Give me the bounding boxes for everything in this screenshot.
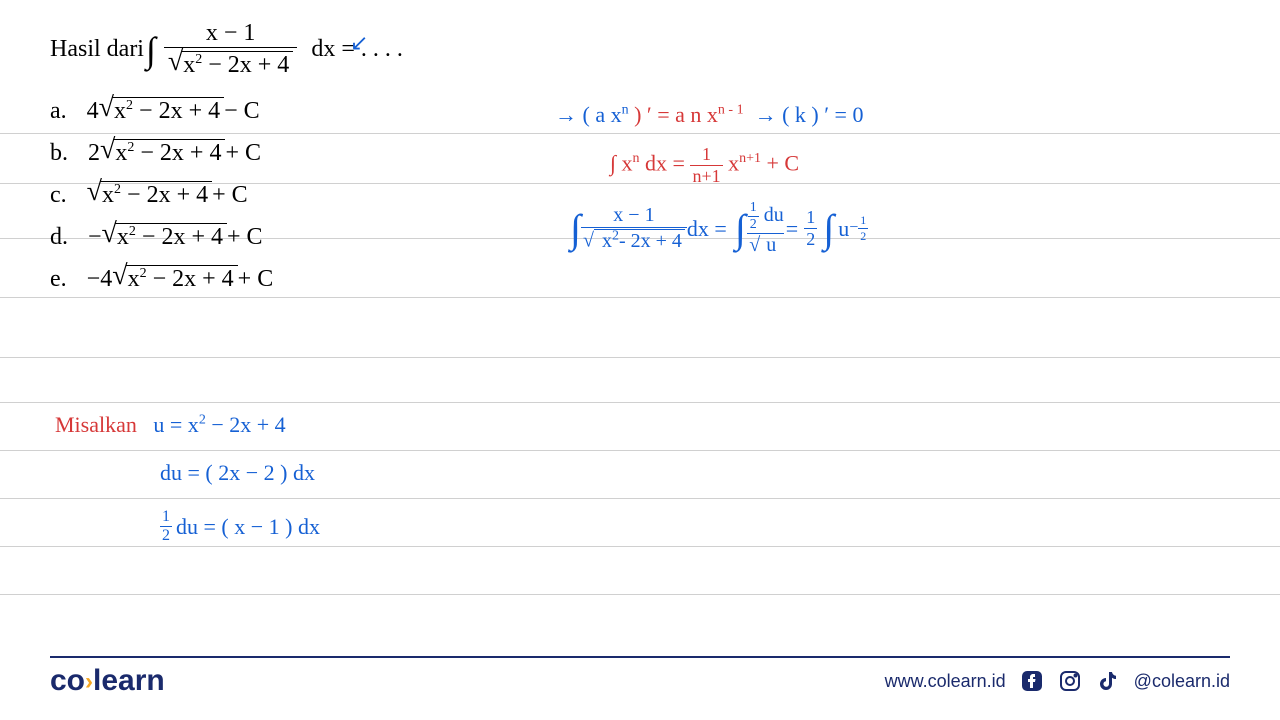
footer: co›learn www.colearn.id @colearn.id <box>50 664 1230 698</box>
hand-int-frac: 1n+1 <box>690 144 722 187</box>
notebook-rule <box>0 546 1280 547</box>
hand-solve-eq: = <box>786 216 798 242</box>
option-a-label: a. <box>50 98 67 125</box>
footer-handle: @colearn.id <box>1134 671 1230 692</box>
hand-half-du-line: 12 du = ( x − 1 ) dx <box>160 508 320 545</box>
hand-solve-lhs-num: x − 1 <box>611 204 656 227</box>
footer-divider <box>50 656 1230 658</box>
option-d-label: d. <box>50 224 68 251</box>
option-a-coef: 4 <box>87 98 99 125</box>
q-numerator: x − 1 <box>202 20 260 47</box>
logo-separator-icon: › <box>85 668 93 695</box>
hand-solve-rhs-exp: −12 <box>849 213 868 244</box>
hand-solve-mid-frac: 12 du √u <box>746 200 786 257</box>
hand-solve-lhs-den: √ x2- 2x + 4 <box>581 227 687 253</box>
notebook-rule <box>0 498 1280 499</box>
hand-power-rule-n1: n - 1 <box>718 103 744 118</box>
notebook-rule <box>0 402 1280 403</box>
integral-symbol: ∫ <box>146 29 156 71</box>
option-b-label: b. <box>50 140 68 167</box>
hand-int-2: dx = <box>645 151 685 176</box>
hand-solve-line: ∫ x − 1 √ x2- 2x + 4 dx = ∫ 12 du √u = 1… <box>570 200 868 257</box>
hand-solve-u: u <box>838 216 849 242</box>
option-a-sqrt: √ x2 − 2x + 4 <box>99 97 224 125</box>
notebook-rule <box>0 450 1280 451</box>
hand-int-3: x <box>728 151 739 176</box>
tiktok-icon <box>1096 669 1120 693</box>
hand-integral-rule: ∫ xn dx = 1n+1 xn+1 + C <box>610 144 799 187</box>
notebook-rule <box>0 594 1280 595</box>
q-denominator: √ x2 − 2x + 4 <box>164 47 297 79</box>
footer-url: www.colearn.id <box>885 671 1006 692</box>
option-b-tail: + C <box>225 140 261 167</box>
option-e-sqrt: √ x2 − 2x + 4 <box>112 265 237 293</box>
hand-solve-mid-num: 12 du <box>746 200 786 233</box>
q-sqrt: √ x2 − 2x + 4 <box>168 51 293 79</box>
hand-power-rule: → ( a xn ) ′ = a n xn - 1 → ( k ) ′ = 0 <box>555 102 863 128</box>
option-a-tail: − C <box>224 98 260 125</box>
option-d-coef: − <box>88 224 102 251</box>
hand-power-rule-2: ) ′ = a n x <box>634 102 718 127</box>
option-b-coef: 2 <box>88 140 100 167</box>
option-b-sqrt: √ x2 − 2x + 4 <box>100 139 225 167</box>
option-d-body: x2 − 2x + 4 <box>115 223 227 251</box>
option-c-tail: + C <box>212 182 248 209</box>
colearn-logo: co›learn <box>50 664 165 698</box>
option-c-body: x2 − 2x + 4 <box>100 181 212 209</box>
question-prefix: Hasil dari <box>50 36 144 63</box>
option-e-tail: + C <box>238 266 274 293</box>
hand-int-1: ∫ x <box>610 151 633 176</box>
hand-int-n: n <box>633 151 640 166</box>
arrow-annotation-icon: ↙ <box>350 30 368 56</box>
question-line: Hasil dari ∫ x − 1 √ x2 − 2x + 4 dx = . … <box>50 20 1230 79</box>
hand-solve-dx: dx = <box>687 216 727 242</box>
hand-int-np1: n+1 <box>739 151 761 166</box>
option-e-body: x2 − 2x + 4 <box>126 265 238 293</box>
option-c-label: c. <box>50 182 67 209</box>
option-e-label: e. <box>50 266 67 293</box>
question-fraction: x − 1 √ x2 − 2x + 4 <box>164 20 297 79</box>
footer-right: www.colearn.id @colearn.id <box>885 669 1230 693</box>
hand-solve-lhs-frac: x − 1 √ x2- 2x + 4 <box>581 204 687 253</box>
q-sqrt-body: x2 − 2x + 4 <box>181 51 293 79</box>
hand-int-4: + C <box>767 151 800 176</box>
hand-power-rule-n: n <box>622 103 629 118</box>
option-d-tail: + C <box>227 224 263 251</box>
hand-integral-icon: ∫ <box>570 205 581 252</box>
option-d-sqrt: √ x2 − 2x + 4 <box>102 223 227 251</box>
hand-half-small: 12 <box>748 200 759 233</box>
option-b-body: x2 − 2x + 4 <box>113 139 225 167</box>
hand-du-line: du = ( 2x − 2 ) dx <box>160 460 315 486</box>
hand-integral-icon: ∫ <box>823 205 834 252</box>
option-e: e. −4 √ x2 − 2x + 4 + C <box>50 265 1230 293</box>
hand-solve-rhs-half: 12 <box>804 207 817 250</box>
hand-sub-u-def: u = x2 − 2x + 4 <box>148 412 286 437</box>
hand-solve-mid-den: √u <box>747 233 784 257</box>
hand-const-rule: → ( k ) ′ = 0 <box>755 102 864 127</box>
option-e-coef: −4 <box>87 266 113 293</box>
facebook-icon <box>1020 669 1044 693</box>
hand-substitution-label: Misalkan u = x2 − 2x + 4 <box>55 412 286 438</box>
hand-power-rule-1: → ( a x <box>555 102 622 127</box>
notebook-rule <box>0 357 1280 358</box>
instagram-icon <box>1058 669 1082 693</box>
hand-integral-icon: ∫ <box>735 205 746 252</box>
hand-half-frac: 12 <box>160 508 172 545</box>
hand-solve-lhs-sqrt: x2- 2x + 4 <box>594 229 685 252</box>
option-c-sqrt: √ x2 − 2x + 4 <box>87 181 212 209</box>
option-a-body: x2 − 2x + 4 <box>112 97 224 125</box>
